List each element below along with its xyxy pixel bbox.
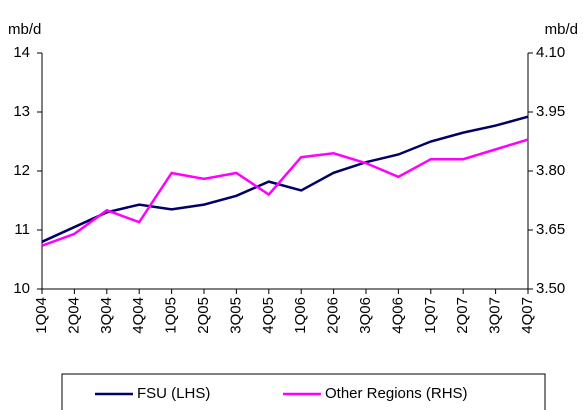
x-tick-label: 4Q04 [130,297,147,334]
x-tick-label: 1Q05 [163,297,180,334]
y-tick-label: 11 [14,221,30,238]
y-tick-label: 13 [13,103,30,120]
y2-tick-label: 3.65 [536,221,565,238]
x-tick-label: 4Q07 [519,297,536,334]
x-tick-label: 2Q07 [454,297,471,334]
y2-tick-label: 3.95 [536,103,565,120]
y2-tick-label: 3.50 [536,280,565,297]
x-tick-label: 4Q05 [260,297,277,334]
legend-label: Other Regions (RHS) [325,385,468,402]
x-tick-label: 3Q06 [357,297,374,334]
y2-tick-label: 4.10 [536,44,565,61]
y-tick-label: 14 [13,44,30,61]
x-tick-label: 3Q05 [227,297,244,334]
x-tick-label: 2Q06 [325,297,342,334]
legend-box [61,373,546,410]
y-tick-label: 10 [13,280,30,297]
x-tick-label: 3Q07 [487,297,504,334]
x-tick-label: 3Q04 [98,297,115,334]
y-axis-label: mb/d [8,21,41,38]
legend-label: FSU (LHS) [137,385,210,402]
y2-tick-label: 3.80 [536,162,565,179]
x-tick-label: 2Q05 [195,297,212,334]
x-tick-label: 1Q06 [292,297,309,334]
y-tick-label: 12 [13,162,30,179]
series-line [41,115,529,243]
x-tick-label: 4Q06 [389,297,406,334]
y2-axis-label: mb/d [545,21,578,38]
x-tick-label: 1Q07 [422,297,439,334]
x-tick-label: 2Q04 [65,297,82,334]
x-tick-label: 1Q04 [33,297,50,334]
series-line [41,138,529,247]
